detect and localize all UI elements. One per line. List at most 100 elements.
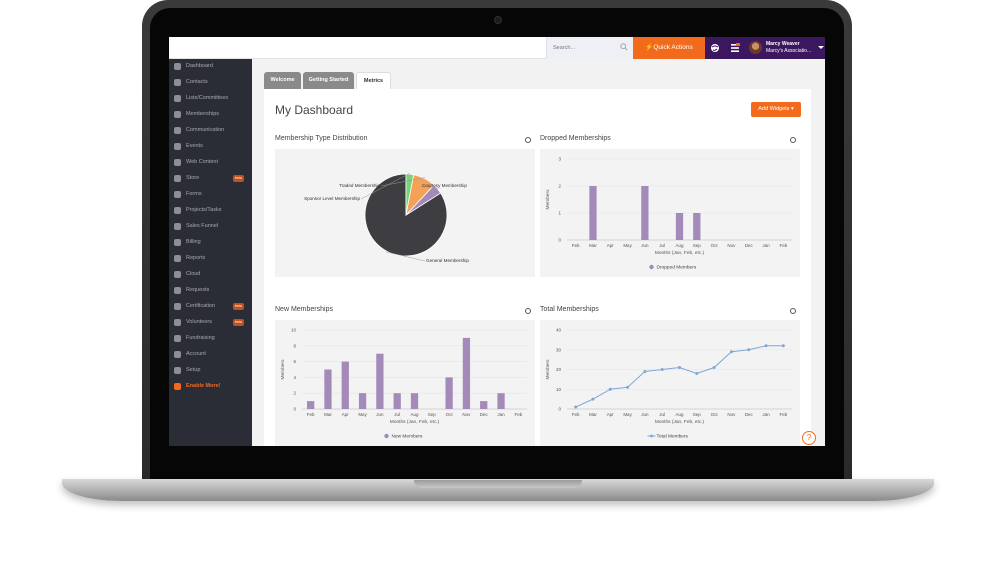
sidebar-item-dashboard[interactable]: Dashboard <box>169 59 252 75</box>
new-bar-chart: 0 2 4 6 8 10 Members Feb Mar Apr May Jun Jul Aug Sep Oc… <box>280 328 527 440</box>
y-tick-label: 2 <box>558 184 561 189</box>
sidebar-item-label: Dashboard <box>186 63 213 69</box>
sidebar-item-events[interactable]: Events <box>169 139 252 155</box>
gear-icon[interactable] <box>790 137 796 143</box>
sidebar-item-contacts[interactable]: Contacts <box>169 75 252 91</box>
sidebar-item-lists-committees[interactable]: Lists/Committees <box>169 91 252 107</box>
bar <box>641 186 649 240</box>
gear-icon[interactable] <box>525 308 531 314</box>
account-icon <box>174 351 181 358</box>
gear-icon <box>174 367 181 374</box>
y-tick-label: 20 <box>556 367 562 372</box>
sidebar-item-reports[interactable]: Reports <box>169 251 252 267</box>
bar <box>376 353 384 409</box>
x-tick-label: Jan <box>497 412 505 417</box>
bar <box>675 213 684 240</box>
search-box[interactable] <box>546 37 633 59</box>
tab-welcome[interactable]: Welcome <box>264 72 301 89</box>
beta-badge: beta <box>233 175 244 182</box>
badge-icon <box>174 303 181 310</box>
list-icon <box>731 43 740 52</box>
sidebar-item-billing[interactable]: Billing <box>169 235 252 251</box>
x-tick-label: Aug <box>410 412 419 417</box>
x-tick-label: Jul <box>659 412 665 417</box>
pie-slice-label: Traded Membership <box>339 183 380 188</box>
monitor-icon <box>174 159 181 166</box>
x-tick-label: Nov <box>727 412 736 417</box>
x-axis-label: Months (Jan, Feb, etc.) <box>655 419 705 425</box>
y-tick-label: 8 <box>293 343 296 348</box>
data-point <box>695 371 699 375</box>
sidebar-item-label: Requests <box>186 287 210 293</box>
send-icon <box>174 223 181 230</box>
x-tick-label: Nov <box>462 412 471 417</box>
x-tick-label: Dec <box>745 412 754 417</box>
data-point <box>608 387 612 391</box>
x-tick-label: Mar <box>589 243 597 248</box>
beta-badge: beta <box>233 303 244 310</box>
sidebar-item-label: Events <box>186 143 203 149</box>
sidebar: Dashboard Contacts Lists/Committees Memb… <box>169 59 252 446</box>
webcam-icon <box>495 17 501 23</box>
bar <box>393 393 401 409</box>
sidebar-item-label: Projects/Tasks <box>186 207 222 213</box>
data-point <box>764 344 768 348</box>
card-icon <box>174 239 181 246</box>
sidebar-item-communication[interactable]: Communication <box>169 123 252 139</box>
quick-actions-button[interactable]: ⚡Quick Actions <box>633 37 705 59</box>
sidebar-item-forms[interactable]: Forms <box>169 187 252 203</box>
list-icon <box>174 191 181 198</box>
help-button[interactable]: ? <box>802 431 816 445</box>
sidebar-item-store[interactable]: Store beta <box>169 171 252 187</box>
lightning-icon: ⚡ <box>645 44 654 51</box>
x-tick-label: Jan <box>762 243 770 248</box>
widget-title-new: New Memberships <box>275 306 333 313</box>
widget-title-type-distribution: Membership Type Distribution <box>275 135 368 142</box>
sidebar-item-enable-more[interactable]: Enable More! <box>169 379 252 395</box>
sidebar-item-label: Store <box>186 175 200 181</box>
tasks-icon <box>174 207 181 214</box>
bar <box>693 213 701 240</box>
tasks-button[interactable] <box>725 37 745 59</box>
total-line-chart: 0 10 20 30 40 Members Feb Mar Apr May Jun Jul Aug Sep… <box>545 328 792 440</box>
sidebar-item-label: Communication <box>186 127 225 133</box>
globe-button[interactable] <box>705 37 725 59</box>
tab-metrics[interactable]: Metrics <box>356 72 391 89</box>
sidebar-item-certification[interactable]: Certification beta <box>169 299 252 315</box>
new-chart-box: 0 2 4 6 8 10 Members Feb Mar Apr May Jun Jul Aug Sep Oc… <box>275 320 535 446</box>
bar <box>462 337 471 409</box>
x-tick-label: Oct <box>711 412 719 417</box>
magnifier-icon[interactable] <box>620 43 628 51</box>
sidebar-item-memberships[interactable]: Memberships <box>169 107 252 123</box>
bar <box>410 393 419 409</box>
x-tick-label: Feb <box>307 412 315 417</box>
x-tick-label: Sep <box>428 412 437 417</box>
y-tick-label: 3 <box>558 157 561 162</box>
sidebar-item-label: Lists/Committees <box>186 95 229 101</box>
x-tick-label: Feb <box>779 243 787 248</box>
tab-getting-started[interactable]: Getting Started <box>303 72 354 89</box>
sidebar-item-cloud[interactable]: Cloud <box>169 267 252 283</box>
sidebar-item-projects-tasks[interactable]: Projects/Tasks <box>169 203 252 219</box>
gear-icon[interactable] <box>525 137 531 143</box>
y-axis-label: Members <box>545 189 551 210</box>
gear-icon[interactable] <box>790 308 796 314</box>
user-menu[interactable]: Marcy Weaver Marcy's Associatio... <box>745 37 825 59</box>
sidebar-item-sales-funnel[interactable]: Sales Funnel <box>169 219 252 235</box>
x-tick-label: Oct <box>711 243 719 248</box>
x-tick-label: Jul <box>394 412 400 417</box>
sidebar-item-fundraising[interactable]: Fundraising <box>169 331 252 347</box>
sidebar-item-account[interactable]: Account <box>169 347 252 363</box>
data-point <box>574 405 578 409</box>
add-widgets-button[interactable]: Add Widgets ▾ <box>751 102 801 117</box>
bar <box>497 393 505 409</box>
sidebar-item-web-content[interactable]: Web Content <box>169 155 252 171</box>
chart-icon <box>174 255 181 262</box>
x-tick-label: May <box>358 412 367 417</box>
x-axis-label: Months (Jan, Feb, etc.) <box>390 419 440 425</box>
y-tick-label: 10 <box>291 328 297 333</box>
sidebar-item-requests[interactable]: Requests <box>169 283 252 299</box>
search-input[interactable] <box>553 42 619 54</box>
sidebar-item-setup[interactable]: Setup <box>169 363 252 379</box>
sidebar-item-volunteers[interactable]: Volunteers beta <box>169 315 252 331</box>
